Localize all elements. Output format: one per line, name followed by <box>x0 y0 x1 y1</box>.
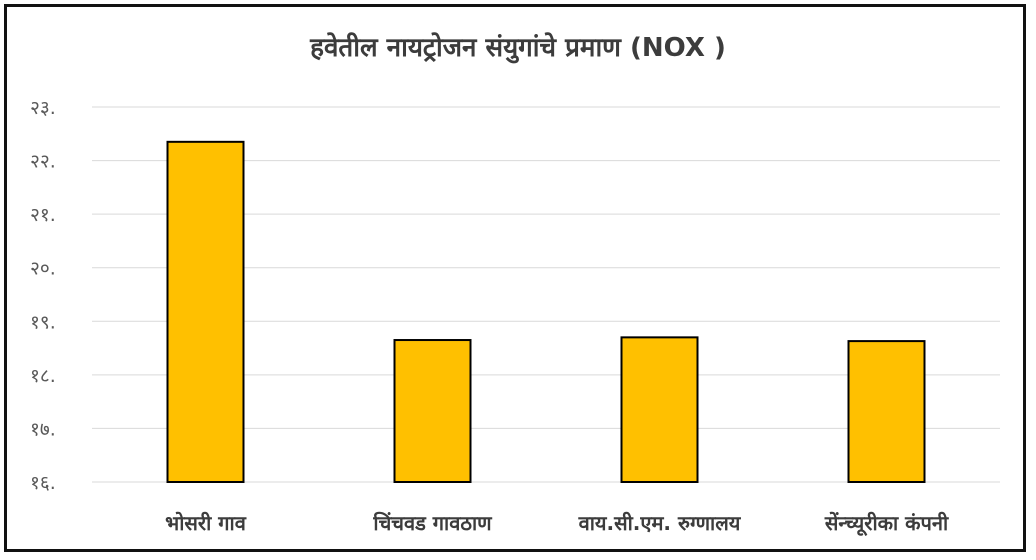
x-category-label: वाय.सी.एम. रुग्णालय <box>578 511 742 535</box>
bar <box>166 140 245 483</box>
y-tick-label: १८. <box>30 365 56 387</box>
x-category-label: सेंन्च्यूरीका कंपनी <box>824 511 949 536</box>
y-tick-label: २०. <box>30 258 56 280</box>
y-tick-label: १७. <box>30 418 56 440</box>
y-tick-label: १६. <box>30 472 56 494</box>
x-category-label: भोसरी गाव <box>165 511 247 535</box>
y-tick-label: १९. <box>30 311 56 333</box>
bar <box>847 340 926 483</box>
x-category-label: चिंचवड गावठाण <box>372 511 493 535</box>
chart-title: हवेतील नायट्रोजन संयुगांचे प्रमाण (NOX ) <box>310 33 726 63</box>
bar <box>393 339 472 483</box>
y-tick-label: २१. <box>30 204 56 226</box>
y-tick-label: २२. <box>30 151 56 173</box>
bar <box>620 336 699 483</box>
y-tick-label: २३. <box>30 97 56 119</box>
